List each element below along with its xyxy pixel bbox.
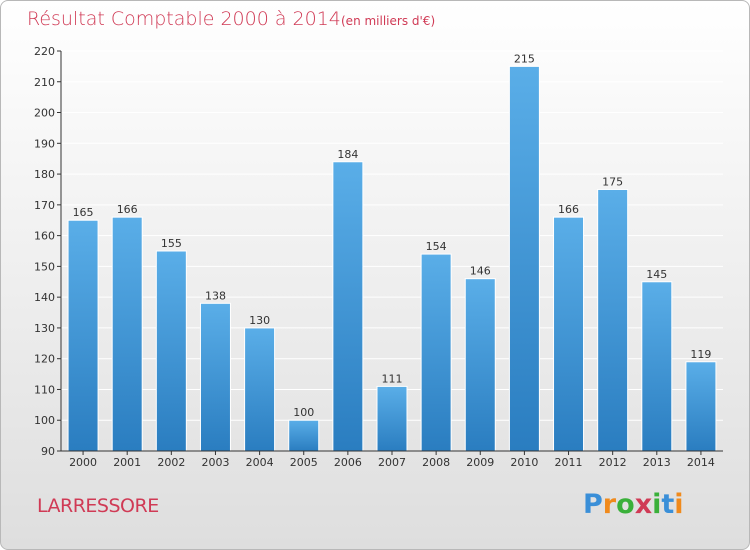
place-name: LARRESSORE: [37, 495, 159, 517]
bar: [155, 250, 187, 452]
data-label: 154: [426, 240, 447, 253]
data-label: 100: [293, 406, 314, 419]
y-tick-label: 130: [34, 322, 55, 335]
y-tick-label: 140: [34, 291, 55, 304]
bar: [685, 361, 717, 452]
x-tick-label: 2010: [510, 456, 538, 469]
data-label: 165: [73, 206, 94, 219]
data-label: 111: [382, 372, 403, 385]
x-axis-ticks: 2000 2001 2002 2003 2004 2005 2006 2007 2008 2009…: [69, 451, 715, 469]
proxiti-logo: Proxiti: [583, 489, 684, 520]
x-tick-label: 2002: [157, 456, 185, 469]
chart-title: Résultat Comptable 2000 à 2014: [27, 8, 341, 30]
data-label: 166: [558, 203, 579, 216]
bar: [597, 188, 629, 452]
y-tick-label: 200: [34, 107, 55, 120]
data-label: 155: [161, 237, 182, 250]
data-label: 138: [205, 289, 226, 302]
x-tick-label: 2001: [113, 456, 141, 469]
y-tick-label: 100: [34, 414, 55, 427]
x-tick-label: 2012: [599, 456, 627, 469]
logo-letter: P: [583, 489, 603, 520]
bars: [67, 65, 717, 452]
y-tick-label: 210: [34, 76, 55, 89]
x-tick-label: 2009: [466, 456, 494, 469]
logo-letter: t: [661, 489, 675, 520]
logo-letter: r: [602, 489, 617, 520]
logo-letter: i: [652, 489, 662, 520]
x-tick-label: 2000: [69, 456, 97, 469]
bar: [376, 385, 408, 452]
x-tick-label: 2003: [201, 456, 229, 469]
data-label: 175: [602, 175, 623, 188]
bar: [332, 161, 364, 452]
data-label: 130: [249, 314, 270, 327]
data-label: 145: [646, 268, 667, 281]
logo-letter: x: [634, 489, 653, 520]
bar: [288, 419, 320, 452]
data-label: 166: [117, 203, 138, 216]
x-tick-label: 2014: [687, 456, 715, 469]
logo-letter: o: [616, 489, 635, 520]
y-tick-label: 160: [34, 230, 55, 243]
logo-letter: i: [674, 489, 684, 520]
data-label: 215: [514, 52, 535, 65]
bar: [420, 253, 452, 452]
bar: [199, 302, 231, 452]
y-tick-label: 190: [34, 137, 55, 150]
y-tick-label: 220: [34, 45, 55, 58]
x-tick-label: 2006: [334, 456, 362, 469]
bar: [508, 65, 540, 452]
y-tick-label: 150: [34, 260, 55, 273]
x-tick-label: 2011: [555, 456, 583, 469]
bar: [111, 216, 143, 452]
y-axis-ticks: 90 100 110 120 130 140 150 160 170 180 190 200 210 22…: [34, 45, 61, 458]
data-label: 184: [337, 148, 358, 161]
data-label: 146: [470, 265, 491, 278]
chart-subtitle: (en milliers d'€): [341, 14, 435, 28]
y-tick-label: 90: [41, 445, 55, 458]
y-tick-label: 110: [34, 383, 55, 396]
bar: [67, 219, 99, 452]
x-tick-label: 2005: [290, 456, 318, 469]
bar: [464, 278, 496, 452]
x-tick-label: 2008: [422, 456, 450, 469]
y-tick-label: 170: [34, 199, 55, 212]
y-tick-label: 180: [34, 168, 55, 181]
x-tick-label: 2007: [378, 456, 406, 469]
data-labels: 165 166 155 138 130 100 184 111 154 146 215 166 175 1…: [73, 52, 712, 419]
x-tick-label: 2013: [643, 456, 671, 469]
y-tick-label: 120: [34, 353, 55, 366]
bar: [553, 216, 585, 452]
data-label: 119: [690, 348, 711, 361]
bar: [641, 281, 673, 452]
bar: [244, 327, 276, 452]
x-tick-label: 2004: [246, 456, 274, 469]
